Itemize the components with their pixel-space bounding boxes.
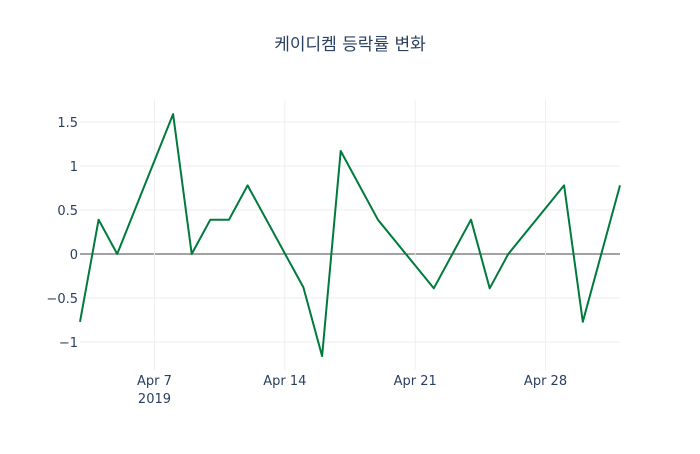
x-tick-label: Apr 7 bbox=[137, 374, 172, 389]
y-tick-label: 0 bbox=[70, 248, 78, 263]
chart-title: 케이디켐 등락률 변화 bbox=[274, 35, 426, 55]
x-tick-year-label: 2019 bbox=[138, 392, 171, 407]
y-tick-label: −0.5 bbox=[46, 292, 78, 307]
y-tick-label: 0.5 bbox=[57, 204, 78, 219]
x-tick-label: Apr 21 bbox=[394, 374, 437, 389]
y-tick-label: 1 bbox=[70, 160, 78, 175]
y-tick-label: −1 bbox=[59, 336, 78, 351]
x-tick-label: Apr 28 bbox=[524, 374, 567, 389]
x-tick-label: Apr 14 bbox=[263, 374, 306, 389]
series-line bbox=[80, 114, 620, 356]
y-tick-label: 1.5 bbox=[57, 116, 78, 131]
